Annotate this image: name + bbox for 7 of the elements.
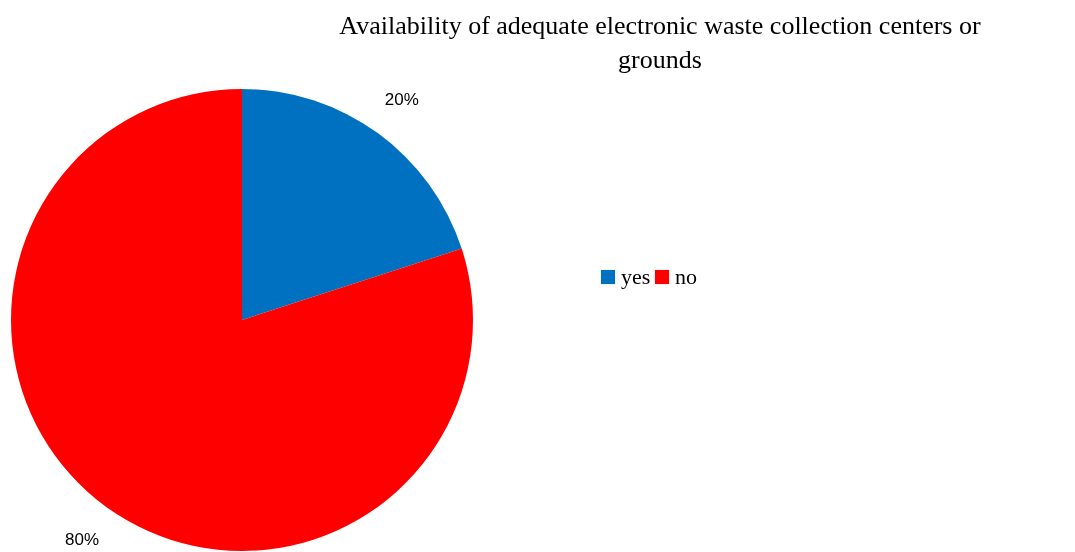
chart-title: Availability of adequate electronic waste collection centers or grounds [339, 11, 981, 74]
legend-label: yes [621, 264, 651, 289]
data-label: 80% [65, 530, 100, 550]
legend-label: no [675, 264, 697, 289]
pie-slice [242, 89, 462, 320]
pie-slice [11, 89, 473, 551]
data-label: 20% [384, 89, 419, 109]
